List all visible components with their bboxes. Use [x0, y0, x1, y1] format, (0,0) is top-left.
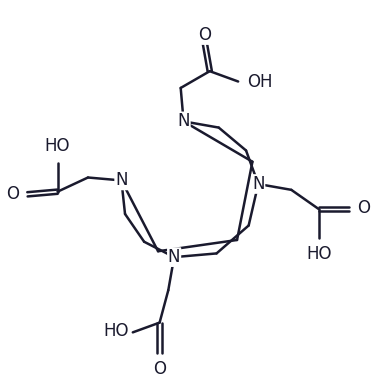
Text: HO: HO — [104, 321, 129, 340]
Text: N: N — [168, 248, 180, 266]
Text: HO: HO — [306, 245, 332, 263]
Text: N: N — [115, 171, 128, 189]
Text: O: O — [198, 26, 211, 44]
Text: O: O — [153, 360, 166, 378]
Text: O: O — [357, 200, 370, 217]
Text: HO: HO — [45, 138, 70, 155]
Text: OH: OH — [247, 73, 272, 90]
Text: O: O — [6, 185, 19, 203]
Text: N: N — [252, 175, 264, 193]
Text: N: N — [177, 112, 190, 130]
